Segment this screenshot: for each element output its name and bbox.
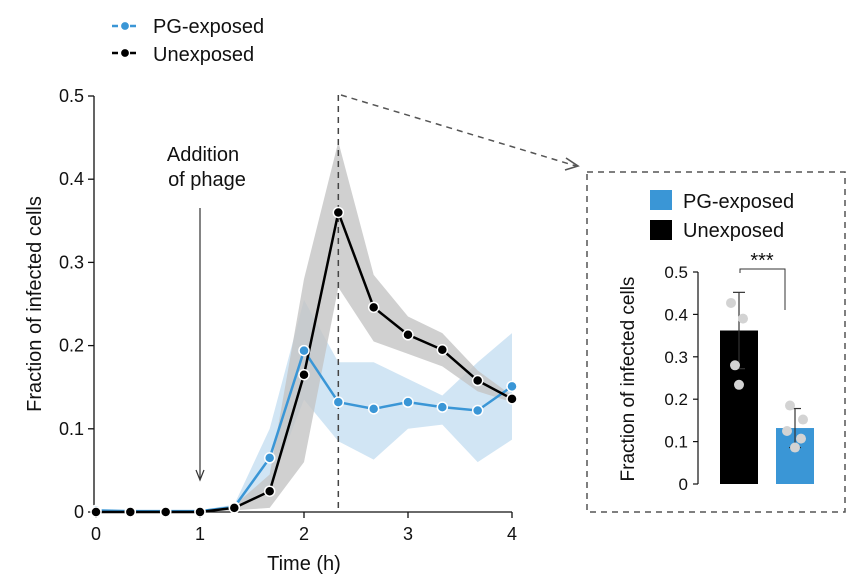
- unexposed-point: [332, 206, 345, 219]
- y-tick-label: 0.4: [59, 169, 84, 189]
- x-tick-label: 4: [507, 524, 517, 544]
- inset-y-tick-label: 0: [679, 475, 688, 494]
- inset-bars: [720, 291, 814, 484]
- pg-exposed-point: [332, 396, 345, 408]
- inset-axes: 0 0.1 0.2 0.3 0.4 0.5: [664, 263, 699, 494]
- inset-legend-unexposed-swatch: [650, 220, 672, 240]
- unexposed-point: [263, 485, 276, 497]
- inset-replicate-point-pg-exposed: [785, 400, 795, 411]
- y-tick-label: 0.5: [59, 86, 84, 106]
- annotation-line-2: of phage: [168, 169, 246, 191]
- x-axis-label: Time (h): [267, 553, 341, 575]
- pg-exposed-point: [298, 344, 310, 357]
- series-points: [90, 206, 518, 518]
- pg-exposed-point: [402, 396, 414, 408]
- y-tick-label: 0: [74, 502, 84, 522]
- main-legend: PG-exposed Unexposed: [112, 16, 264, 66]
- inset-legend-pg-swatch: [650, 190, 672, 210]
- inset-y-tick-label: 0.4: [664, 305, 688, 324]
- inset-replicate-point-unexposed: [734, 379, 744, 390]
- unexposed-point: [506, 393, 518, 405]
- annotation-arrowhead-icon: [195, 469, 205, 482]
- inset-replicate-point-pg-exposed: [790, 442, 800, 453]
- inset-y-axis-label: Fraction of infected cells: [618, 277, 639, 482]
- y-tick-label: 0.2: [59, 336, 84, 356]
- unexposed-point: [228, 502, 241, 514]
- main-axes: 0 0.1 0.2 0.3 0.4 0.5 0 1 2 3 4: [59, 86, 517, 544]
- y-tick-label: 0.3: [59, 252, 84, 272]
- y-axis-label: Fraction of infected cells: [24, 196, 46, 412]
- x-tick-label: 1: [195, 524, 205, 544]
- unexposed-point: [436, 344, 449, 356]
- significance-bracket: [739, 268, 786, 310]
- inset-y-tick-label: 0.3: [664, 348, 688, 367]
- inset-y-tick-label: 0.1: [664, 433, 688, 452]
- unexposed-point: [367, 301, 380, 314]
- confidence-bands: [96, 141, 512, 512]
- pg-exposed-point: [436, 401, 449, 413]
- pg-exposed-point: [367, 403, 380, 415]
- inset-replicate-point-unexposed: [730, 360, 740, 371]
- inset-replicate-point-pg-exposed: [798, 414, 808, 425]
- unexposed-point: [90, 506, 102, 518]
- legend-pg-label: PG-exposed: [153, 16, 264, 38]
- unexposed-point: [298, 368, 310, 381]
- inset-replicate-point-unexposed: [738, 313, 748, 324]
- unexposed-point: [402, 329, 414, 341]
- main-line-chart: 0 0.1 0.2 0.3 0.4 0.5 0 1 2 3 4 Fraction of infect…: [24, 86, 518, 575]
- unexposed-point: [471, 374, 484, 387]
- inset-legend-unexposed-label: Unexposed: [683, 220, 784, 242]
- x-tick-label: 0: [91, 524, 101, 544]
- legend-pg-marker: [119, 20, 131, 32]
- zoom-connector: [340, 94, 846, 513]
- inset-replicate-point-pg-exposed: [796, 433, 806, 444]
- pg-exposed-point: [471, 404, 484, 417]
- pg-exposed-point: [263, 452, 276, 464]
- inset-legend-pg-label: PG-exposed: [683, 191, 794, 213]
- inset-bar-chart: PG-exposed Unexposed 0 0.1 0.2 0.3 0.4 0.5 Fr…: [618, 190, 814, 494]
- zoom-connector-line: [340, 94, 577, 167]
- unexposed-band: [96, 141, 512, 512]
- zoom-arrowhead-icon: [564, 157, 580, 171]
- inset-frame: [586, 171, 846, 513]
- inset-y-tick-label: 0.5: [664, 263, 688, 282]
- x-tick-label: 3: [403, 524, 413, 544]
- significance-label: ***: [750, 250, 774, 272]
- y-tick-label: 0.1: [59, 419, 84, 439]
- x-tick-label: 2: [299, 524, 309, 544]
- unexposed-point: [159, 506, 172, 518]
- annotation-line-1: Addition: [167, 144, 239, 166]
- inset-y-tick-label: 0.2: [664, 390, 688, 409]
- inset-replicate-point-pg-exposed: [782, 426, 792, 436]
- unexposed-point: [124, 506, 137, 518]
- legend-unexposed-label: Unexposed: [153, 44, 254, 66]
- unexposed-point: [194, 506, 206, 518]
- inset-replicate-point-unexposed: [726, 297, 736, 308]
- pg-exposed-point: [506, 380, 518, 393]
- legend-unexposed-marker: [119, 47, 131, 59]
